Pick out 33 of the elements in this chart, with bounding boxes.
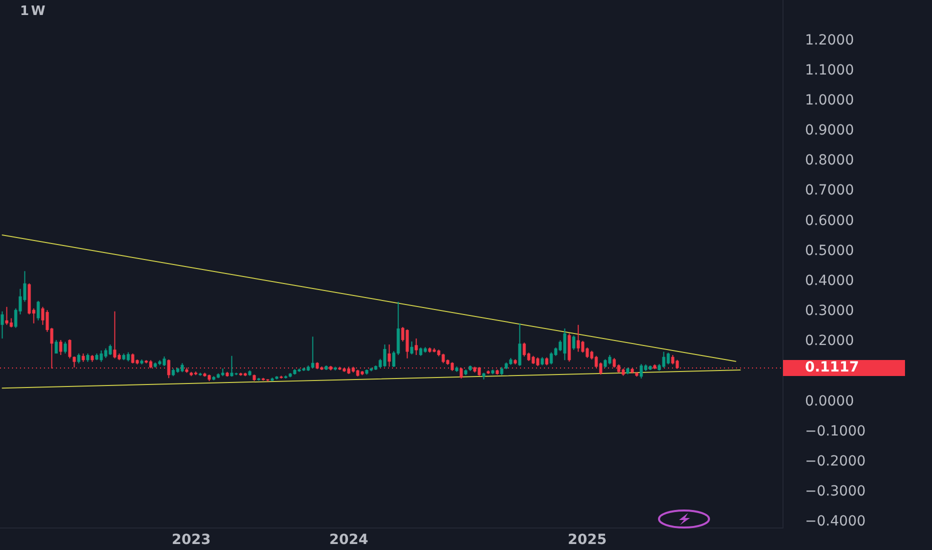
candlestick (514, 359, 517, 364)
y-tick-label: 0.4000 (805, 272, 854, 289)
y-tick-label: 1.0000 (805, 92, 854, 108)
y-tick-label: 0.7000 (805, 182, 854, 199)
ref-line-label: 0.1117 (805, 360, 860, 376)
candlestick (284, 375, 288, 378)
x-tick-label: 2023 (172, 532, 211, 548)
y-tick-label: 0.3000 (805, 303, 854, 320)
y-tick-label: 0.0000 (805, 393, 854, 410)
candlestick (334, 366, 337, 370)
y-tick-label: 0.8000 (805, 152, 854, 169)
y-tick-label: −0.1000 (805, 423, 866, 440)
candlestick (324, 366, 328, 370)
y-tick-label: 0.5000 (805, 242, 854, 259)
candlestick (198, 372, 202, 376)
candlestick (455, 366, 458, 372)
y-tick-label: −0.2000 (805, 453, 866, 470)
y-tick-label: 0.2000 (805, 333, 854, 350)
candlestick (626, 368, 630, 374)
candlestick (0, 311, 4, 338)
y-tick-label: −0.4000 (805, 514, 866, 530)
y-tick-label: 0.6000 (805, 212, 854, 229)
x-tick-label: 2025 (568, 532, 607, 548)
y-tick-label: 1.2000 (805, 32, 854, 48)
x-tick-label: 2024 (329, 532, 368, 548)
y-tick-label: 0.9000 (805, 122, 854, 139)
candlestick (140, 360, 144, 364)
y-tick-label: 1.1000 (805, 62, 854, 78)
y-tick-label: −0.3000 (805, 484, 866, 500)
chart-title: 1W (20, 4, 48, 19)
candlestick (252, 374, 256, 381)
candlestick (280, 376, 283, 378)
candlestick (414, 338, 418, 356)
